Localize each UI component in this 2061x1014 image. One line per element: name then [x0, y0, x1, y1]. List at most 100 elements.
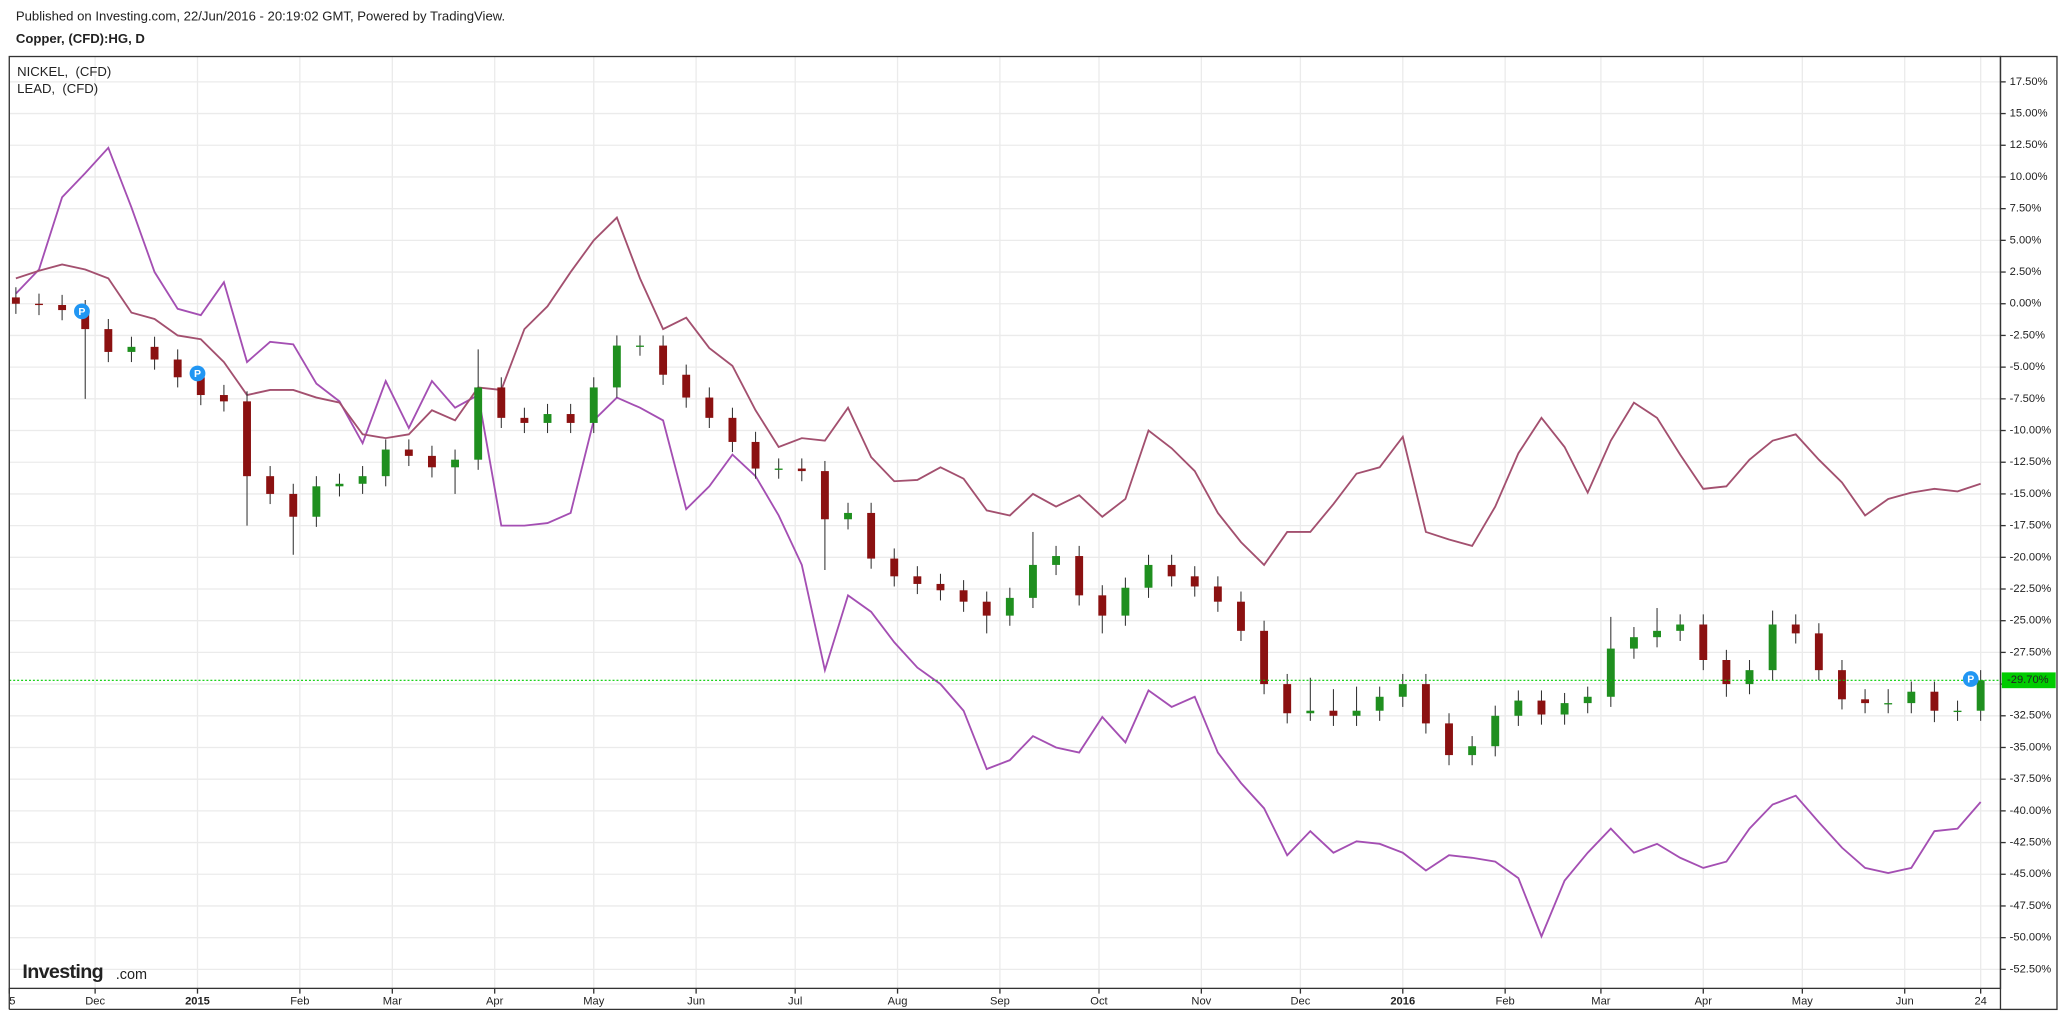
x-tick-label: Apr [1695, 995, 1713, 1007]
y-tick-label: -20.00% [2010, 551, 2052, 563]
candle-body [751, 441, 760, 469]
marker-label: P [1967, 673, 1974, 685]
y-tick-label: 12.50% [2010, 139, 2048, 151]
candle-body [543, 414, 552, 423]
candle-body [659, 345, 668, 375]
y-tick-label: -47.50% [2010, 900, 2052, 912]
candle-body [1445, 723, 1453, 756]
x-tick-label: Jun [687, 995, 705, 1007]
y-tick-label: -17.50% [2010, 520, 2052, 532]
y-tick-label: -40.00% [2010, 805, 2052, 817]
x-tick-label: Sep [990, 995, 1010, 1007]
candle-body [335, 483, 344, 487]
candle-body [1537, 700, 1546, 715]
candle-body [173, 359, 182, 378]
candle-body [1676, 624, 1685, 631]
candle-body [705, 397, 714, 418]
candle-body [243, 401, 251, 477]
candle-body [1283, 684, 1292, 714]
x-tick-label: Nov [1191, 995, 1211, 1007]
x-tick-label: Mar [383, 995, 402, 1007]
y-tick-label: 15.00% [2010, 108, 2048, 120]
candle-body [1352, 710, 1361, 716]
candle-body [728, 417, 737, 442]
x-tick-label: 2016 [1390, 995, 1415, 1007]
candle-body [474, 387, 483, 460]
candle-body [589, 387, 598, 423]
candle-body [1237, 601, 1245, 631]
logo-suffix: .com [116, 967, 147, 983]
candle-body [289, 493, 298, 517]
candle-body [1861, 699, 1870, 704]
candle-body [127, 346, 136, 352]
candle-body [219, 395, 228, 402]
candle-body [1907, 691, 1916, 704]
candle-body [612, 345, 621, 388]
legend-entry: NICKEL, (CFD) [17, 64, 111, 79]
candle-body [1005, 597, 1014, 616]
marker-label: P [78, 306, 85, 318]
chart-title: Copper, (CFD):HG, D [16, 31, 145, 46]
header: Published on Investing.com, 22/Jun/2016 … [16, 9, 505, 24]
candle-body [797, 468, 806, 472]
candle-body [1930, 691, 1939, 711]
candle-body [1121, 587, 1130, 616]
candle-body [1514, 700, 1523, 716]
candle-body [1144, 564, 1153, 588]
candle-body [913, 576, 922, 584]
y-tick-label: -7.50% [2010, 393, 2045, 405]
y-tick-label: 2.50% [2010, 266, 2042, 278]
candle-body [1421, 684, 1430, 724]
candle-body [1375, 696, 1384, 711]
y-tick-label: -2.50% [2010, 329, 2045, 341]
x-tick-label: Mar [1591, 995, 1610, 1007]
candle-body [266, 476, 275, 494]
candle-body [982, 601, 991, 616]
candle-body [1606, 648, 1615, 697]
y-tick-label: -42.50% [2010, 837, 2052, 849]
candle-body [1768, 624, 1777, 671]
price-label: -29.70% [2007, 674, 2049, 686]
x-tick-label: May [583, 995, 604, 1007]
candle-body [867, 512, 876, 559]
x-tick-label: Feb [290, 995, 309, 1007]
candle-body [404, 449, 413, 456]
candle-body [104, 329, 113, 352]
candle-body [1838, 670, 1846, 700]
y-tick-label: -45.00% [2010, 868, 2052, 880]
y-tick-label: -37.50% [2010, 773, 2052, 785]
candle-body [1329, 710, 1338, 716]
legend: NICKEL, (CFD) LEAD, (CFD) [17, 64, 111, 96]
candle-body [58, 305, 67, 311]
candle-body [890, 558, 899, 577]
marker [1962, 671, 1979, 687]
x-tick-label: 5 [9, 995, 15, 1007]
candle-body [774, 468, 783, 470]
y-tick-label: -32.50% [2010, 710, 2052, 722]
y-tick-label: 10.00% [2010, 171, 2048, 183]
grid [8, 56, 2001, 989]
axis-frame [1999, 55, 2058, 1011]
candle-body [1190, 576, 1199, 587]
x-tick-label: Aug [888, 995, 908, 1007]
candle-body [1468, 746, 1477, 756]
candle-body [1884, 703, 1893, 705]
candle-body [358, 476, 367, 484]
candle-body [312, 486, 321, 517]
x-tick-label: Jun [1896, 995, 1914, 1007]
candle-body [1722, 660, 1731, 685]
candle-body [1953, 710, 1962, 713]
candle-body [1976, 680, 1985, 711]
x-tick-label: 24 [1974, 995, 1986, 1007]
x-tick-label: Dec [1290, 995, 1310, 1007]
y-tick-label: -5.00% [2010, 361, 2045, 373]
y-tick-label: 17.50% [2010, 76, 2048, 88]
candle-body [150, 346, 159, 360]
candle-body [1699, 624, 1708, 661]
candle-body [1653, 630, 1661, 638]
y-tick-label: 7.50% [2010, 203, 2042, 215]
candle-body [428, 455, 436, 468]
price-label-box [2001, 672, 2056, 689]
candle-body [11, 297, 20, 304]
